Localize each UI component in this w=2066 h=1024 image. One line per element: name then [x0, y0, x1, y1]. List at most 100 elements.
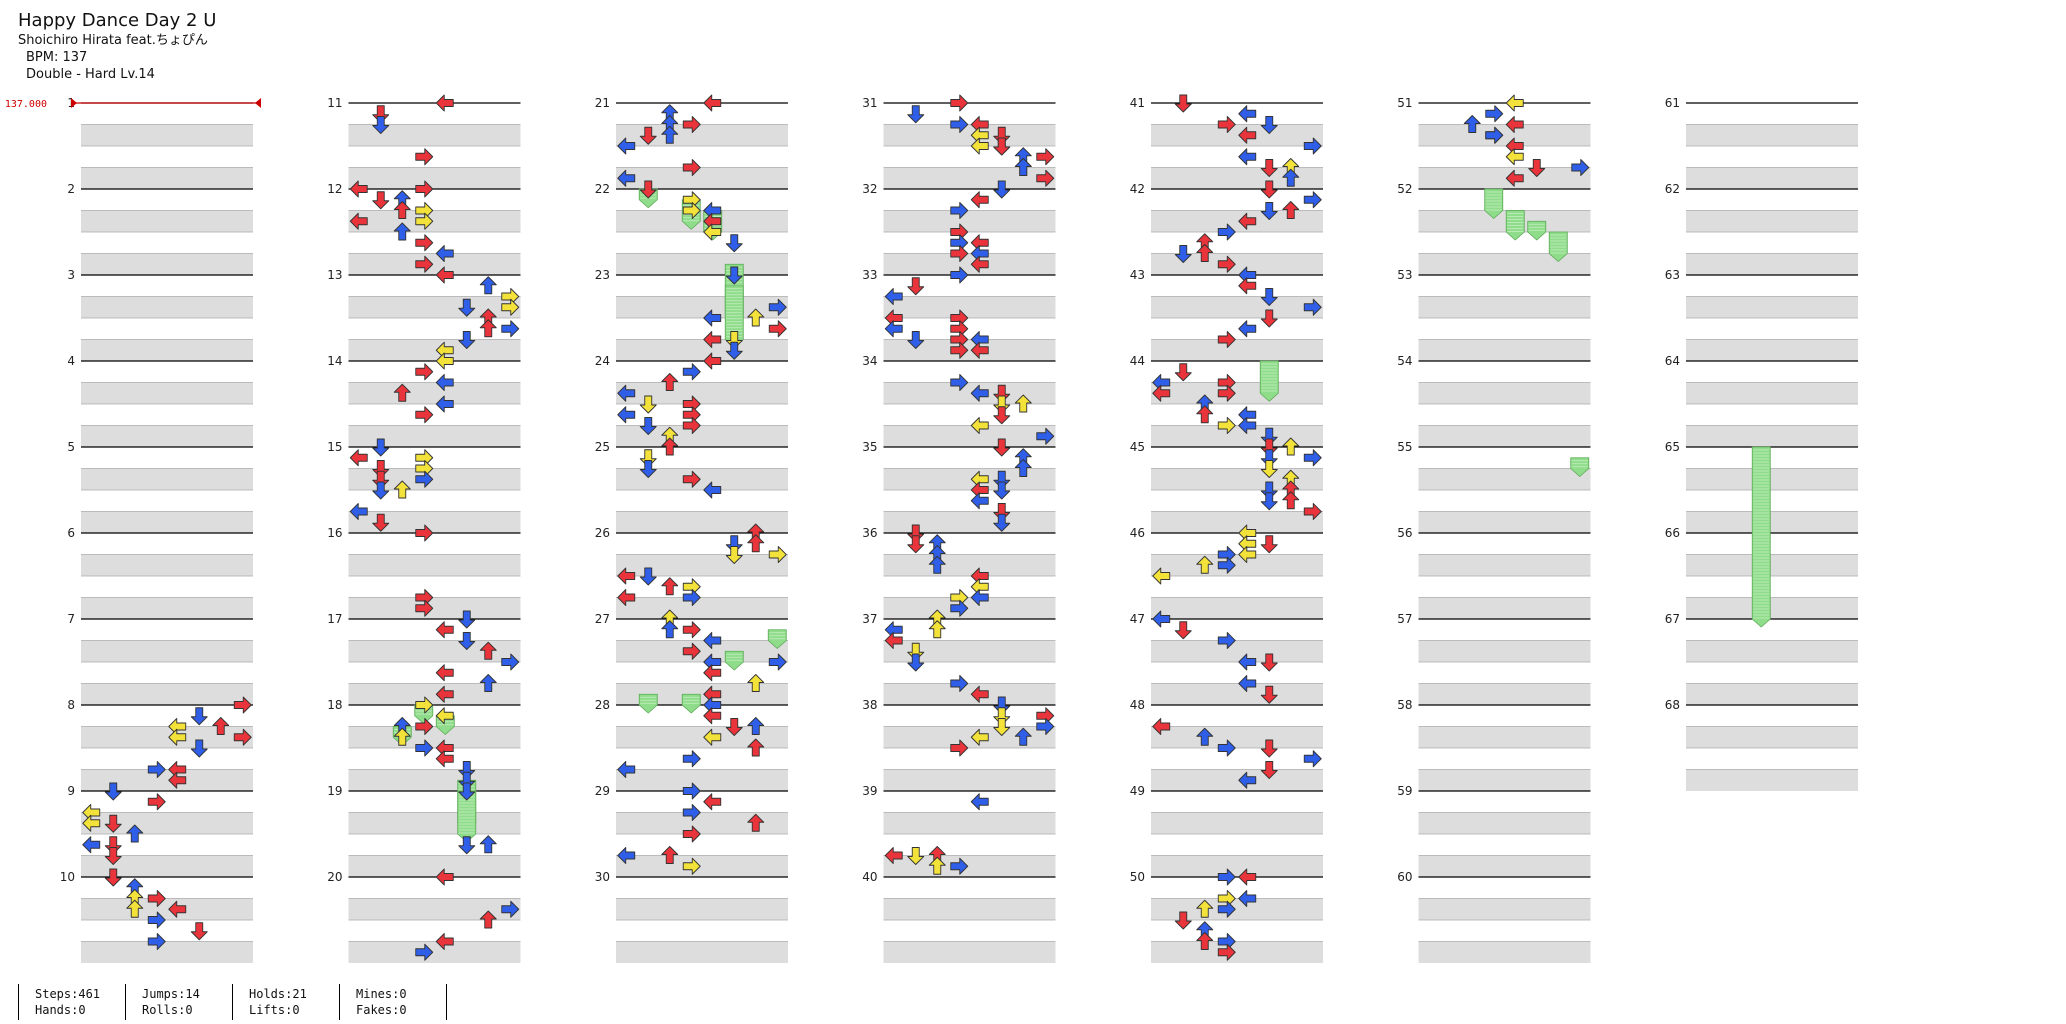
measure-13 — [348, 274, 521, 361]
beat-band — [1686, 511, 1858, 533]
measure-number: 34 — [862, 354, 877, 368]
beat-band — [616, 124, 788, 146]
beat-band — [1151, 726, 1323, 748]
arrow-icon — [950, 374, 969, 391]
arrow-icon — [435, 245, 454, 262]
arrow-icon — [950, 266, 969, 284]
arrow-icon — [993, 696, 1011, 715]
arrow-up-note — [747, 717, 765, 735]
measure-63 — [1686, 274, 1858, 361]
arrow-left-note — [435, 868, 454, 886]
beat-band — [81, 253, 253, 275]
arrow-icon — [993, 481, 1011, 500]
measure-number: 26 — [595, 526, 610, 540]
arrow-icon — [1152, 718, 1171, 735]
arrow-icon — [126, 824, 144, 843]
arrow-down-note — [1260, 116, 1278, 134]
measure-52 — [1418, 188, 1591, 275]
arrow-icon — [993, 406, 1011, 425]
measure-number: 18 — [327, 698, 342, 712]
arrow-up-note — [1282, 168, 1300, 187]
arrow-icon — [970, 728, 989, 746]
arrow-icon — [1217, 739, 1236, 757]
measure-32 — [883, 188, 1056, 275]
measure-number: 58 — [1397, 698, 1412, 712]
measure-number: 36 — [862, 526, 877, 540]
arrow-down-note — [1260, 202, 1278, 220]
arrow-up-note — [393, 222, 411, 241]
arrow-left-note — [1505, 116, 1524, 133]
measure-number: 17 — [327, 612, 342, 626]
beat-band — [81, 898, 253, 920]
measure-30 — [616, 876, 788, 963]
beat-band — [883, 640, 1056, 662]
arrow-down-note — [907, 277, 925, 296]
arrow-icon — [907, 524, 925, 543]
arrow-icon — [682, 202, 701, 219]
arrow-right-note — [1303, 191, 1322, 209]
measure-number: 45 — [1130, 440, 1145, 454]
beat-band — [1151, 855, 1323, 877]
arrow-right-note — [415, 696, 434, 714]
arrow-icon — [372, 470, 390, 489]
arrow-icon — [1196, 555, 1214, 574]
arrow-right-note — [682, 417, 701, 434]
arrow-up-note — [126, 824, 144, 843]
beat-band — [883, 597, 1056, 619]
beat-band — [883, 167, 1056, 189]
arrow-icon — [1196, 727, 1214, 746]
beat-band — [616, 597, 788, 619]
beat-band — [348, 253, 521, 275]
arrow-icon — [349, 449, 368, 467]
beat-band — [883, 124, 1056, 146]
arrow-right-note — [768, 653, 787, 671]
bpm-marker-start — [71, 98, 77, 108]
arrow-right-note — [950, 266, 969, 284]
arrow-up-note — [393, 727, 411, 746]
arrow-right-note — [950, 202, 969, 219]
arrow-up-note — [661, 125, 679, 144]
arrow-icon — [1217, 900, 1236, 918]
arrow-icon — [747, 534, 765, 553]
beat-band — [883, 425, 1056, 447]
beat-band — [883, 769, 1056, 791]
arrow-left-note — [1238, 417, 1257, 434]
beat-band — [1151, 640, 1323, 662]
arrow-icon — [190, 707, 208, 726]
arrow-left-note — [1238, 212, 1257, 230]
beat-band — [348, 812, 521, 834]
beat-band — [883, 339, 1056, 361]
arrow-icon — [372, 481, 390, 500]
arrow-icon — [1014, 459, 1032, 477]
measure-number: 32 — [862, 182, 877, 196]
arrow-left-note — [1505, 148, 1524, 166]
arrow-icon — [1238, 105, 1257, 123]
arrow-left-note — [1152, 718, 1171, 735]
arrow-right-note — [1485, 105, 1504, 123]
arrow-icon — [747, 674, 765, 692]
arrow-down-note — [372, 116, 390, 134]
measure-15 — [348, 446, 521, 533]
arrow-left-note — [970, 341, 989, 359]
arrow-right-note — [415, 148, 434, 166]
measure-37 — [883, 618, 1056, 705]
arrow-down-note — [993, 696, 1011, 715]
measure-38 — [883, 704, 1056, 791]
measure-number: 67 — [1665, 612, 1680, 626]
arrow-right-note — [682, 406, 701, 424]
measure-number: 30 — [595, 870, 610, 884]
arrow-right-note — [682, 159, 701, 176]
song-bpm: BPM: 137 — [26, 50, 88, 65]
arrow-right-note — [682, 825, 701, 843]
arrow-icon — [147, 761, 166, 778]
measure-68 — [1686, 704, 1858, 791]
arrow-down-note — [725, 266, 743, 285]
arrow-left-note — [435, 374, 454, 391]
arrow-icon — [1217, 632, 1236, 649]
arrow-left-note — [617, 589, 636, 606]
arrow-icon — [661, 373, 679, 391]
arrow-up-note — [747, 813, 765, 832]
arrow-up-note — [479, 641, 497, 660]
arrow-icon — [415, 212, 434, 230]
arrow-icon — [1152, 384, 1171, 402]
